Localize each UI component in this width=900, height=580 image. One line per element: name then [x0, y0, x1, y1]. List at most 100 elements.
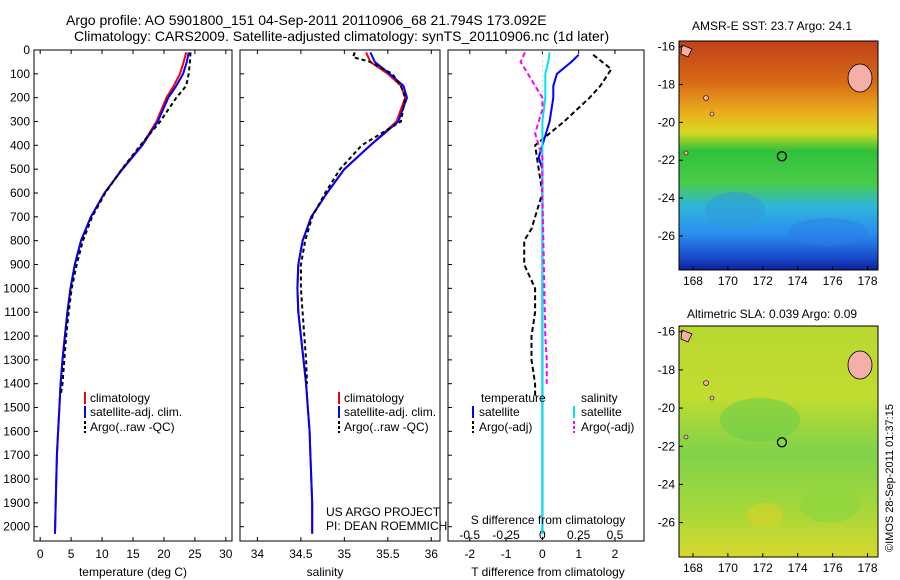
x-tick-label: 35.5: [376, 547, 400, 561]
map-x-tick-label: 168: [683, 561, 703, 575]
temperature-legend: climatology satellite-adj. clim. Argo(..…: [84, 391, 182, 434]
island-shape: [709, 111, 715, 117]
y-tick-label: 700: [10, 210, 30, 224]
s-tick-label: 0.5: [607, 528, 624, 542]
map-x-tick-label: 172: [753, 274, 773, 288]
y-tick-label: 1800: [3, 472, 30, 486]
map-y-tick-label: -22: [658, 439, 676, 453]
island-shape: [847, 63, 873, 93]
island-shape: [709, 395, 715, 401]
map-x-tick-label: 178: [858, 561, 878, 575]
map-x-tick-label: 178: [858, 274, 878, 288]
map-x-tick-label: 172: [753, 561, 773, 575]
sst-map-frame: [678, 40, 879, 271]
x-tick-label: 20: [157, 547, 171, 561]
sla-map-frame: [678, 325, 879, 558]
island-shape: [680, 329, 693, 343]
y-tick-label: 900: [10, 258, 30, 272]
sst-map-title: AMSR-E SST: 23.7 Argo: 24.1: [692, 19, 852, 33]
map-y-tick-label: -16: [658, 40, 676, 54]
y-tick-label: 100: [10, 67, 30, 81]
y-tick-label: 200: [10, 91, 30, 105]
series-line: [299, 52, 407, 384]
legend-t-satellite-label: satellite: [479, 405, 520, 419]
island-shape: [680, 44, 693, 58]
map-y-tick-label: -22: [658, 153, 676, 167]
header-line-1: Argo profile: AO 5901800_151 04-Sep-2011…: [66, 12, 547, 28]
y-tick-label: 1000: [3, 281, 30, 295]
series-line: [54, 52, 190, 534]
y-tick-label: 0: [23, 43, 30, 57]
legend-temperature-title: temperature: [481, 391, 546, 405]
x-tick-label: 1: [575, 547, 582, 561]
legend-argo-label: Argo(..raw -QC): [344, 420, 429, 434]
difference-xlabel: T difference from climatology: [471, 565, 625, 579]
island-shape: [847, 350, 873, 380]
header-line-2: Climatology: CARS2009. Satellite-adjuste…: [74, 28, 609, 44]
x-tick-label: 0: [37, 547, 44, 561]
salinity-plot-frame: [239, 49, 441, 542]
map-y-tick-label: -24: [658, 191, 676, 205]
legend-salinity-title: salinity: [581, 391, 618, 405]
temperature-plot-frame: [33, 49, 233, 542]
temperature-xlabel: temperature (deg C): [79, 565, 187, 579]
x-tick-label: 5: [68, 547, 75, 561]
map-x-tick-label: 176: [823, 561, 843, 575]
series-line: [59, 52, 192, 396]
map-y-tick-label: -18: [658, 78, 676, 92]
s-tick-label: -0.5: [459, 528, 480, 542]
sla-patch: [800, 487, 860, 523]
y-tick-label: 1400: [3, 377, 30, 391]
argo-location-marker: [776, 151, 788, 162]
map-x-tick-label: 176: [823, 274, 843, 288]
map-y-tick-label: -26: [658, 516, 676, 530]
x-tick-label: -2: [464, 547, 475, 561]
y-tick-label: 800: [10, 234, 30, 248]
y-tick-label: 1500: [3, 401, 30, 415]
legend-satellite-label: satellite-adj. clim.: [90, 405, 182, 419]
legend-s-argo-label: Argo(-adj): [581, 420, 634, 434]
island-shape: [683, 150, 689, 156]
sst-cool-patch: [705, 192, 765, 228]
imos-timestamp: ©IMOS 28-Sep-2011 01:37:15: [884, 404, 896, 552]
island-shape: [703, 95, 709, 101]
temperature-panel: 0 5 10 15 20 25 300100200300400500600700800900…: [3, 43, 233, 579]
argo-location-marker: [776, 437, 788, 448]
y-tick-label: 1700: [3, 448, 30, 462]
x-tick-label: 15: [126, 547, 140, 561]
sst-cool-patch: [788, 218, 868, 246]
sla-patch: [720, 398, 800, 442]
x-tick-label: 10: [95, 547, 109, 561]
series-line: [296, 51, 409, 534]
difference-panel: -2 -1 0 1 2-0.5 -0.25 0 0.25 0.5 S difference fr…: [447, 49, 645, 579]
sla-map-panel: Altimetric SLA: 0.039 Argo: 0.09 168 170 1…: [658, 307, 879, 575]
x-tick-label: 34.5: [289, 547, 313, 561]
y-tick-label: 1100: [4, 305, 30, 319]
map-y-tick-label: -16: [658, 325, 676, 339]
salinity-xlabel: salinity: [307, 565, 344, 579]
y-tick-label: 300: [10, 115, 30, 129]
map-x-tick-label: 168: [683, 274, 703, 288]
x-tick-label: 2: [612, 547, 619, 561]
difference-plot-frame: [447, 49, 645, 542]
island-shape: [703, 380, 709, 386]
s-tick-label: -0.25: [492, 528, 520, 542]
map-x-tick-label: 174: [788, 274, 808, 288]
map-y-tick-label: -24: [658, 477, 676, 491]
sla-map-title: Altimetric SLA: 0.039 Argo: 0.09: [687, 307, 857, 321]
legend-climatology-label: climatology: [90, 391, 150, 405]
legend-argo-label: Argo(..raw -QC): [90, 420, 175, 434]
map-x-tick-label: 170: [718, 274, 738, 288]
legend-t-argo-label: Argo(-adj): [479, 420, 532, 434]
credit-line-2: PI: DEAN ROEMMICH: [326, 519, 447, 533]
y-tick-label: 1200: [3, 329, 30, 343]
series-line: [523, 54, 613, 396]
y-tick-label: 600: [10, 186, 30, 200]
y-tick-label: 2000: [3, 520, 30, 534]
map-x-tick-label: 170: [718, 561, 738, 575]
legend-climatology-label: climatology: [344, 391, 404, 405]
legend-s-satellite-label: satellite: [581, 405, 622, 419]
map-y-tick-label: -20: [658, 115, 676, 129]
y-tick-label: 1600: [3, 424, 30, 438]
